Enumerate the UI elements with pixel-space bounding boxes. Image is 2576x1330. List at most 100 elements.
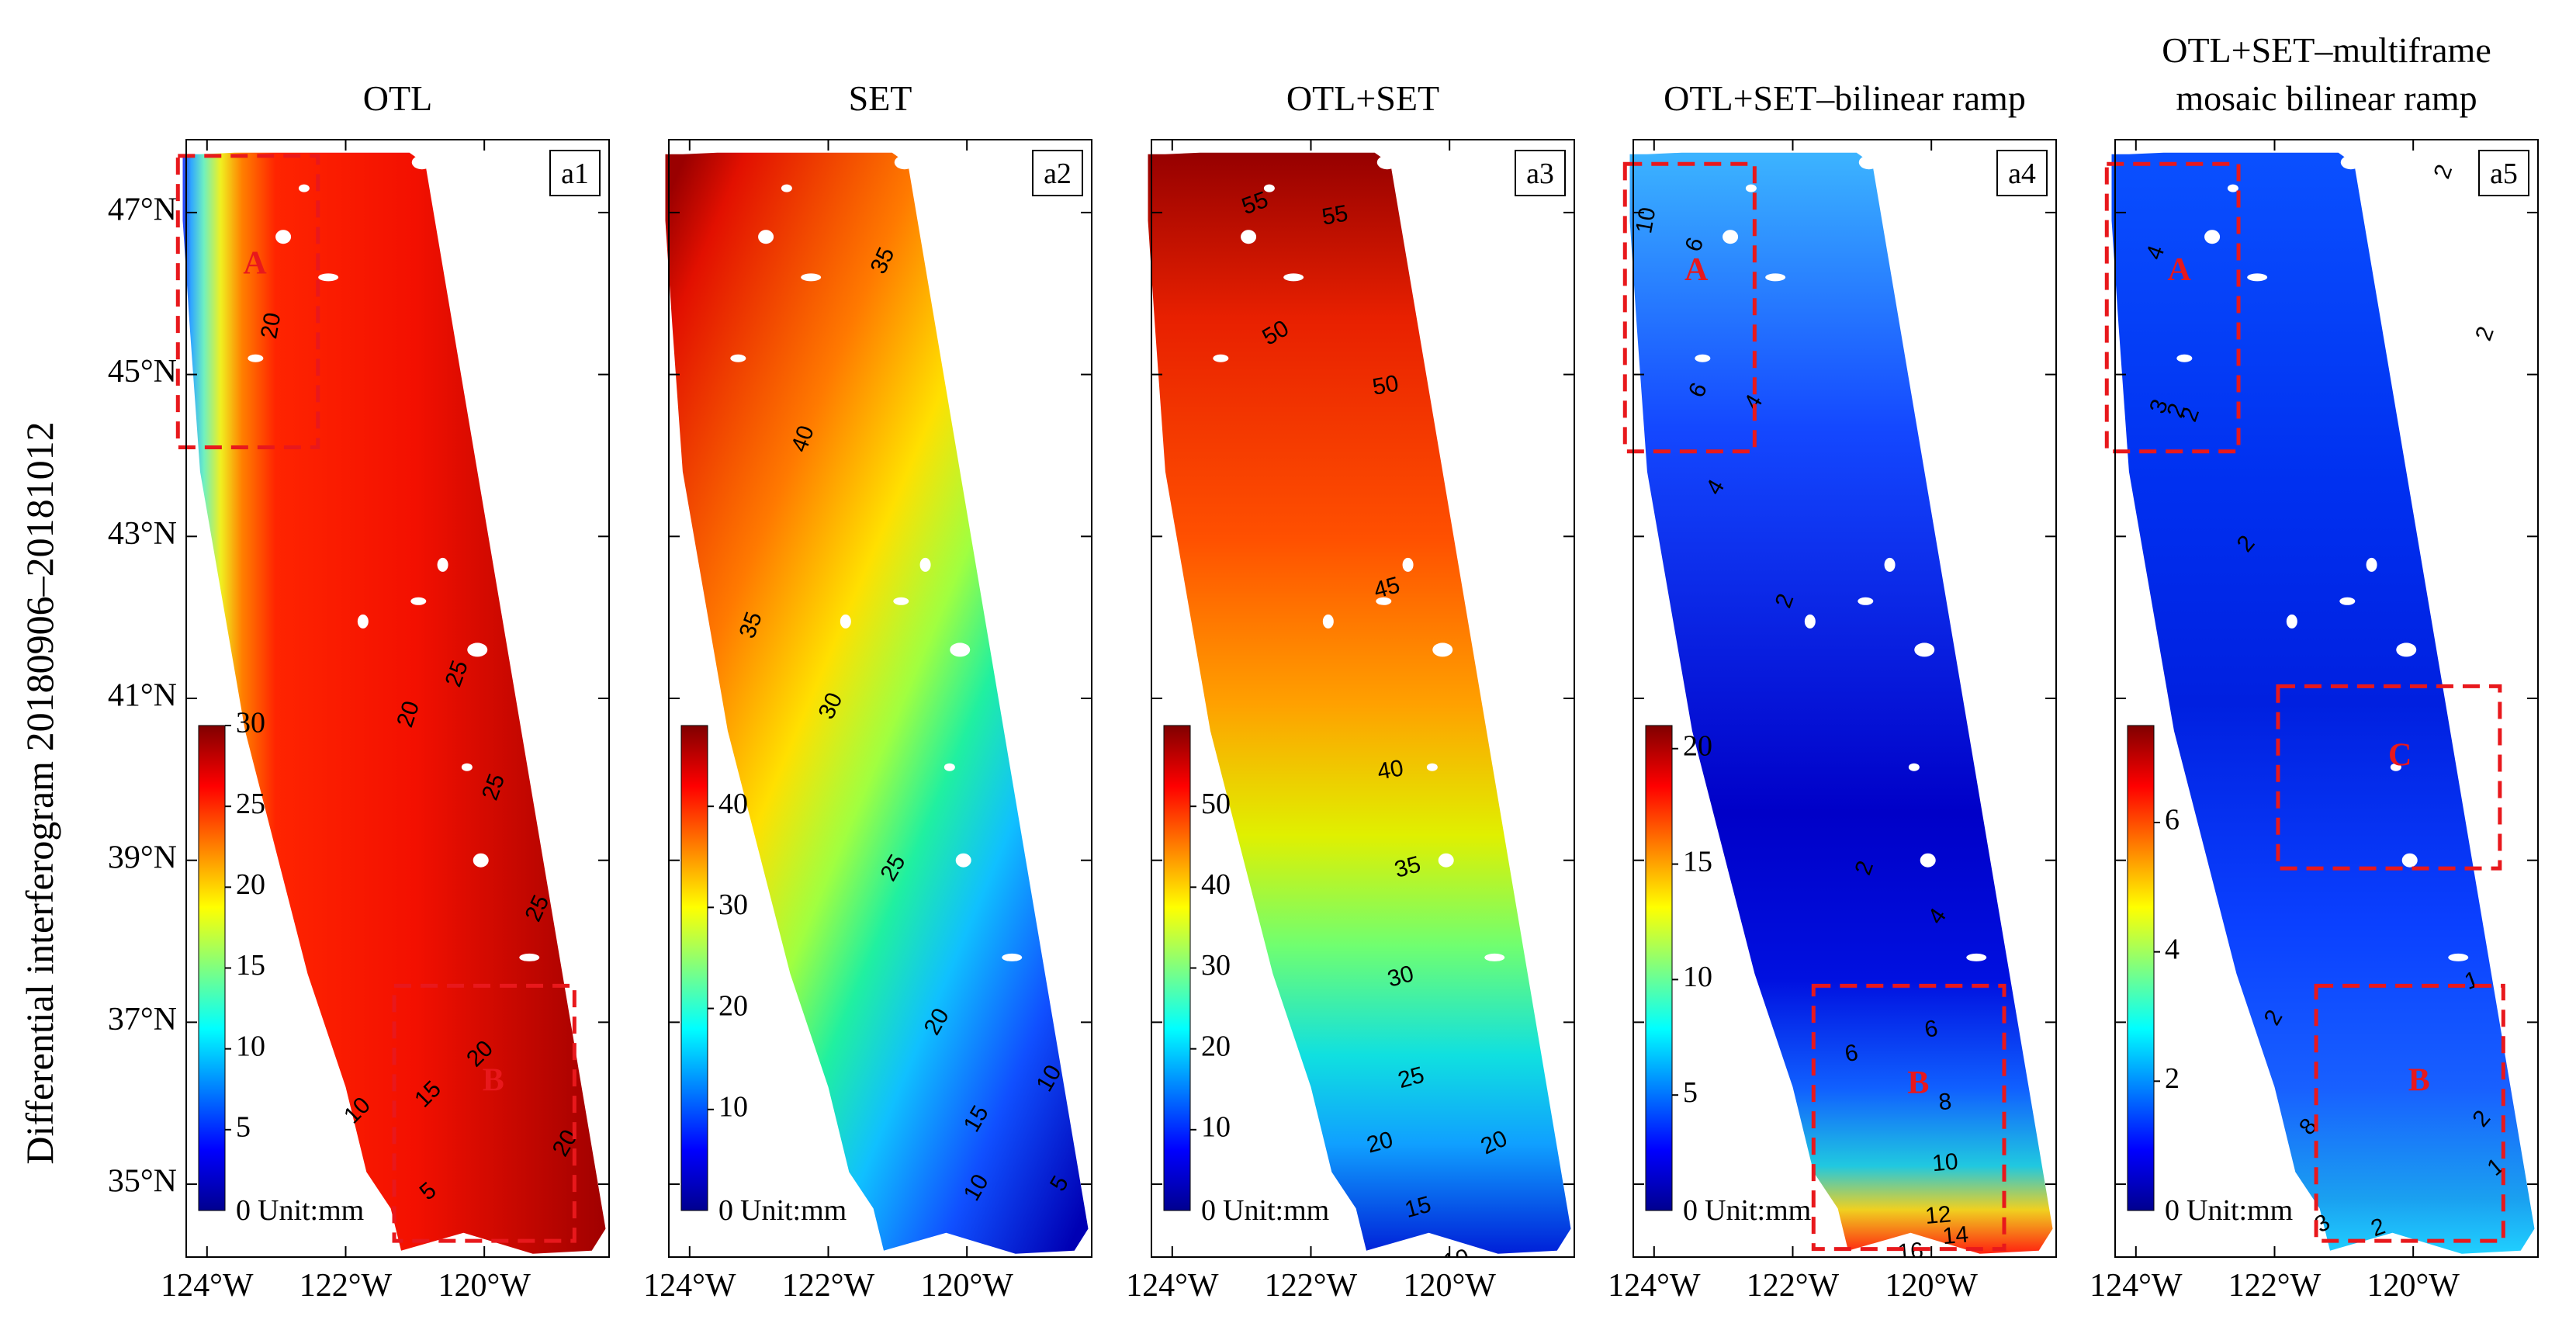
contour-label: 8 [1937,1089,1953,1115]
contour-label: 10 [1931,1149,1959,1177]
data-gap [2390,763,2401,771]
contour-label: 16 [1896,1238,1924,1266]
data-gap [1283,273,1304,282]
data-gap [1765,273,1786,282]
colorbar-tick-label: 2 [2165,1062,2180,1095]
colorbar-unit-label: Unit:mm [740,1194,847,1227]
y-axis-label: Differential interferogram 20180906–2018… [18,421,61,1164]
data-gap [730,354,746,362]
x-tick-label: 122°W [2228,1268,2322,1304]
data-gap [2396,642,2417,657]
data-gap [1858,597,1874,605]
data-gap [357,614,369,629]
data-gap [1920,853,1936,868]
x-tick-label: 124°W [2090,1268,2183,1304]
region-label: A [2167,252,2191,288]
contour-label: 55 [1320,200,1350,230]
data-gap [781,184,792,192]
data-gap [298,184,310,192]
panel-id-box [1996,150,2048,196]
data-gap [893,597,909,605]
colorbar [198,725,226,1211]
colorbar-zero-label: 0 [1683,1194,1698,1227]
region-box [2104,161,2241,454]
colorbar-tick-label: 20 [1201,1030,1231,1062]
data-gap [437,557,448,572]
x-tick-label: 120°W [920,1268,1013,1304]
x-tick-label: 124°W [161,1268,254,1304]
colorbar-tick-label: 30 [236,707,265,739]
colorbar-zero-label: 0 [2165,1194,2180,1227]
data-gap [840,614,851,629]
panel-id-box [1515,150,1566,196]
data-gap [275,230,292,244]
data-gap [1402,557,1414,572]
colorbar-tick-label: 30 [718,888,748,921]
data-gap [1804,614,1816,629]
panel-id: a2 [1044,158,1072,190]
x-tick-label: 120°W [1885,1268,1978,1304]
contour-label: 12 [1924,1201,1952,1229]
data-gap [801,273,822,282]
data-gap [1213,354,1229,362]
data-footprint [182,152,606,1254]
panel-title: SET [849,78,912,118]
panel-id: a3 [1526,158,1554,190]
x-tick-label: 122°W [1747,1268,1840,1304]
colorbar-tick-label: 20 [1683,729,1712,762]
contour-label: 14 [1941,1221,1969,1249]
colorbar-zero-label: 0 [1201,1194,1216,1227]
data-gap [1002,953,1023,961]
colorbar-tick-label: 20 [718,989,748,1022]
colorbar [1645,725,1673,1211]
data-gap [2366,557,2377,572]
panel-title: OTL+SET–bilinear ramp [1664,78,2026,118]
region-label: B [2408,1062,2430,1098]
data-footprint [665,152,1089,1254]
x-tick-label: 122°W [1265,1268,1358,1304]
data-gap [1745,184,1757,192]
panel-title: mosaic bilinear ramp [2176,78,2477,118]
data-gap [2401,853,2418,868]
colorbar-tick-label: 10 [1201,1111,1231,1144]
region-box [2276,684,2502,871]
contour-label: 10 [1631,206,1660,236]
y-tick-label: 37°N [108,1002,177,1037]
x-tick-label: 124°W [1608,1268,1701,1304]
panel-id: a1 [561,158,589,190]
panel-a1: 2020252525201510205AB47°N45°N43°N41°N39°… [108,78,610,1304]
region-box [392,983,576,1243]
y-tick-label: 45°N [108,354,177,390]
data-footprint [1629,152,2053,1254]
data-gap [410,597,427,605]
region-box [1622,161,1757,454]
data-gap [1376,597,1392,605]
data-gap [1432,642,1453,657]
data-gap [1438,853,1454,868]
contour-label: 20 [256,310,286,341]
data-gap [461,763,473,771]
data-gap [919,557,931,572]
data-gap [2340,155,2361,170]
data-gap [1426,763,1438,771]
colorbar-unit-label: Unit:mm [2186,1194,2293,1227]
colorbar-tick-label: 15 [1683,845,1712,878]
data-gap [1858,155,1879,170]
y-tick-label: 35°N [108,1164,177,1200]
data-gap [2227,184,2238,192]
data-gap [318,273,339,282]
data-gap [248,354,264,362]
colorbar-unit-label: Unit:mm [258,1194,364,1227]
colorbar [2127,725,2155,1211]
y-tick-label: 39°N [108,840,177,875]
data-gap [1908,763,1920,771]
panel-id: a4 [2008,158,2036,190]
data-gap [2204,230,2221,244]
data-gap [1966,953,1987,961]
data-gap [943,763,955,771]
colorbar-tick-label: 25 [236,788,265,820]
colorbar-tick-label: 40 [718,788,748,820]
colorbar [680,725,708,1211]
data-gap [2286,614,2297,629]
